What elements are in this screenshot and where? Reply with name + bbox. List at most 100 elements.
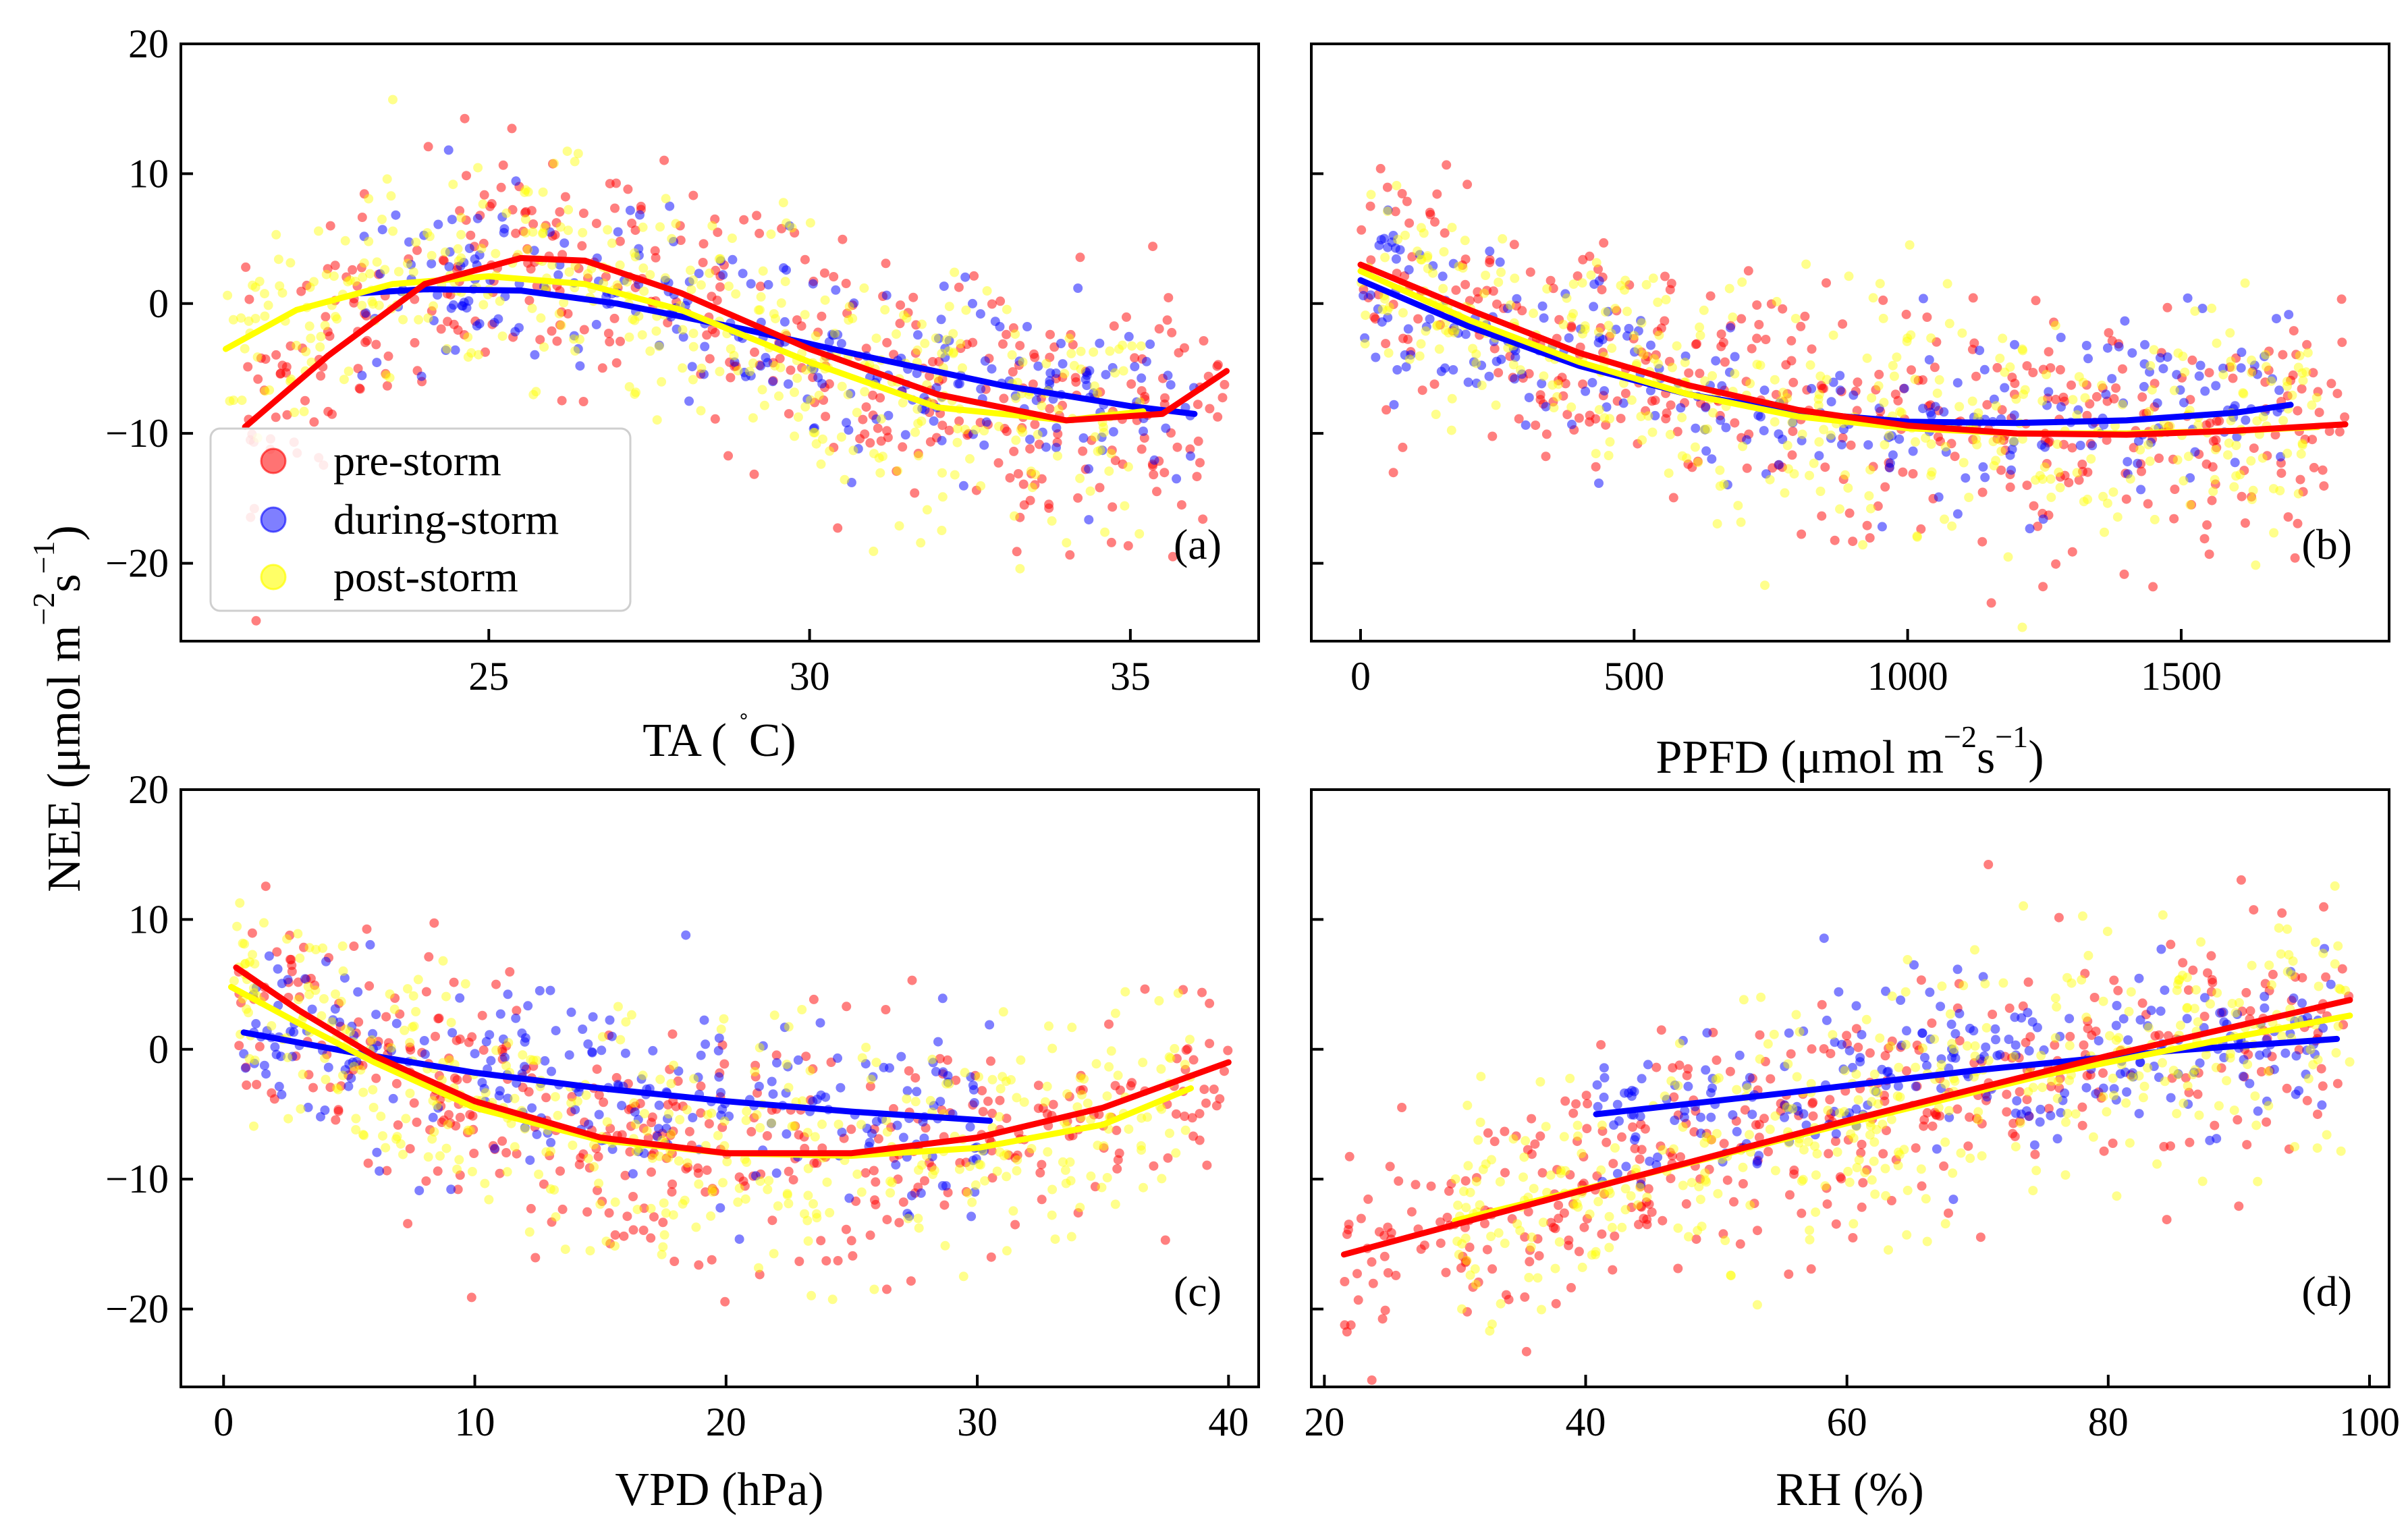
scatter-point (1529, 308, 1538, 319)
scatter-point (849, 298, 859, 308)
scatter-point (223, 290, 233, 300)
scatter-point (2101, 389, 2111, 400)
scatter-point (1527, 1114, 1537, 1124)
scatter-point (771, 1168, 782, 1178)
scatter-point (846, 389, 856, 399)
scatter-point (2197, 1176, 2208, 1186)
scatter-point (675, 221, 685, 231)
scatter-point (873, 1134, 883, 1144)
scatter-point (584, 1163, 595, 1173)
scatter-point (630, 315, 640, 325)
scatter-point (969, 1098, 979, 1107)
scatter-point (892, 1120, 902, 1130)
scatter-point (852, 1169, 863, 1179)
scatter-point (2075, 441, 2085, 450)
scatter-point (1642, 1192, 1652, 1202)
scatter-point (776, 298, 786, 308)
scatter-point (1064, 1091, 1074, 1101)
scatter-point (1530, 1139, 1540, 1149)
scatter-point (2079, 1040, 2089, 1050)
scatter-point (1831, 1129, 1841, 1139)
scatter-point (371, 339, 381, 350)
scatter-point (1485, 1326, 1495, 1336)
scatter-point (564, 1050, 574, 1060)
scatter-point (2127, 1072, 2137, 1082)
scatter-point (724, 1112, 734, 1121)
scatter-point (2195, 1058, 2205, 1068)
scatter-point (1822, 1199, 1832, 1209)
scatter-point (408, 267, 418, 277)
scatter-point (1884, 1245, 1893, 1255)
scatter-point (1599, 386, 1610, 396)
scatter-point (610, 203, 620, 213)
scatter-point (1867, 1097, 1877, 1107)
scatter-point (2172, 985, 2182, 995)
scatter-point (2046, 1111, 2056, 1121)
scatter-point (1482, 1244, 1492, 1255)
scatter-point (526, 264, 536, 274)
scatter-point (1814, 451, 1824, 461)
scatter-point (263, 300, 273, 310)
scatter-point (2182, 1003, 2192, 1013)
scatter-point (583, 1039, 593, 1049)
scatter-point (683, 1162, 693, 1172)
scatter-point (1559, 1208, 1569, 1218)
scatter-point (1460, 279, 1471, 290)
scatter-point (954, 1164, 964, 1174)
scatter-point (943, 346, 954, 356)
scatter-point (919, 1133, 929, 1143)
scatter-point (948, 348, 958, 358)
scatter-point (665, 1064, 675, 1074)
scatter-point (321, 1074, 331, 1085)
scatter-point (715, 366, 725, 377)
fit-line-during-storm (357, 286, 1198, 417)
scatter-point (1912, 532, 1922, 542)
scatter-point (2258, 412, 2268, 422)
scatter-point (573, 1096, 582, 1106)
scatter-point (420, 1049, 430, 1059)
scatter-point (329, 271, 339, 281)
scatter-point (2166, 1093, 2176, 1103)
scatter-point (941, 1078, 952, 1089)
scatter-point (686, 265, 695, 275)
scatter-point (465, 1110, 475, 1120)
scatter-point (649, 1148, 659, 1158)
scatter-point (1871, 1124, 1882, 1134)
scatter-point (321, 312, 331, 322)
scatter-point (767, 1076, 777, 1087)
scatter-point (925, 371, 935, 381)
scatter-point (1404, 218, 1415, 228)
scatter-point (2225, 1053, 2235, 1063)
scatter-point (454, 256, 464, 266)
scatter-point (1934, 375, 1944, 385)
scatter-point (1868, 293, 1878, 303)
scatter-point (2135, 1015, 2145, 1025)
scatter-point (1880, 1096, 1890, 1106)
scatter-point (1857, 1030, 1867, 1040)
scatter-point (1113, 1070, 1123, 1080)
scatter-point (2219, 1053, 2229, 1062)
scatter-point (541, 1147, 551, 1157)
scatter-point (2083, 467, 2093, 477)
scatter-point (2237, 348, 2247, 357)
scatter-point (1010, 391, 1020, 401)
panel-a-frame (180, 43, 1260, 642)
scatter-point (1820, 462, 1830, 472)
scatter-point (267, 1021, 277, 1031)
scatter-point (755, 305, 765, 315)
scatter-point (2178, 352, 2188, 361)
scatter-point (1788, 377, 1799, 387)
scatter-point (2009, 1051, 2019, 1062)
scatter-point (391, 1078, 402, 1089)
scatter-point (578, 227, 588, 238)
scatter-point (773, 1201, 783, 1211)
scatter-point (591, 1143, 601, 1153)
scatter-point (414, 314, 424, 325)
scatter-point (858, 414, 868, 425)
scatter-point (1783, 1059, 1793, 1069)
scatter-point (784, 1166, 794, 1176)
scatter-point (1884, 431, 1894, 441)
scatter-point (1901, 1039, 1911, 1049)
scatter-point (1789, 1169, 1799, 1179)
scatter-point (809, 423, 819, 433)
